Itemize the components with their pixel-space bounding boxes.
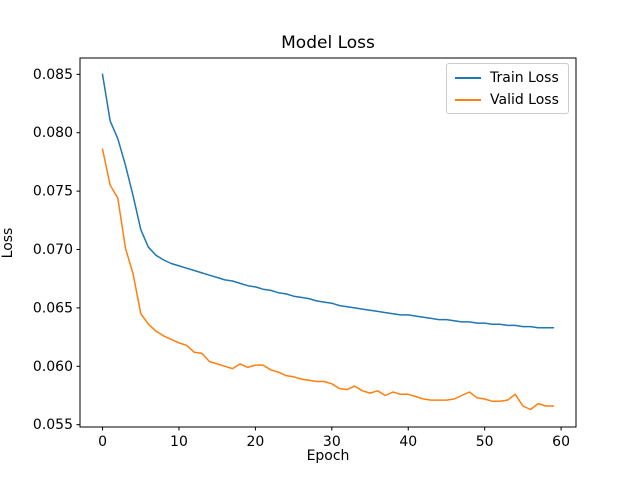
- legend-line-sample-0: [455, 76, 481, 79]
- series-line-1: [101, 148, 555, 411]
- y-tick-label: 0.060: [33, 359, 73, 375]
- y-tick-label: 0.085: [33, 67, 73, 83]
- x-tick-label: 0: [98, 434, 107, 450]
- y-tick-label: 0.065: [33, 300, 73, 316]
- legend-entry-0: Train Loss: [455, 69, 560, 86]
- x-tick-label: 40: [399, 434, 417, 450]
- x-axis-label: Epoch: [306, 448, 350, 464]
- x-tick-label: 20: [246, 434, 264, 450]
- x-tick-label: 60: [552, 434, 570, 450]
- legend: Train Loss Valid Loss: [446, 63, 569, 114]
- y-tick-label: 0.075: [33, 184, 73, 200]
- axes-frame: [79, 57, 577, 428]
- legend-entry-1: Valid Loss: [455, 91, 560, 108]
- y-axis-label: Loss: [0, 227, 16, 259]
- legend-label-1: Valid Loss: [490, 91, 559, 108]
- x-tick-label: 50: [476, 434, 494, 450]
- series-line-0: [101, 73, 555, 329]
- legend-line-sample-1: [455, 98, 481, 101]
- chart-title: Model Loss: [281, 33, 375, 53]
- x-tick-label: 10: [170, 434, 188, 450]
- y-tick-label: 0.070: [33, 242, 73, 258]
- x-tick-label: 30: [323, 434, 341, 450]
- y-tick-label: 0.055: [33, 417, 73, 433]
- legend-label-0: Train Loss: [490, 69, 559, 86]
- y-tick-label: 0.080: [33, 125, 73, 141]
